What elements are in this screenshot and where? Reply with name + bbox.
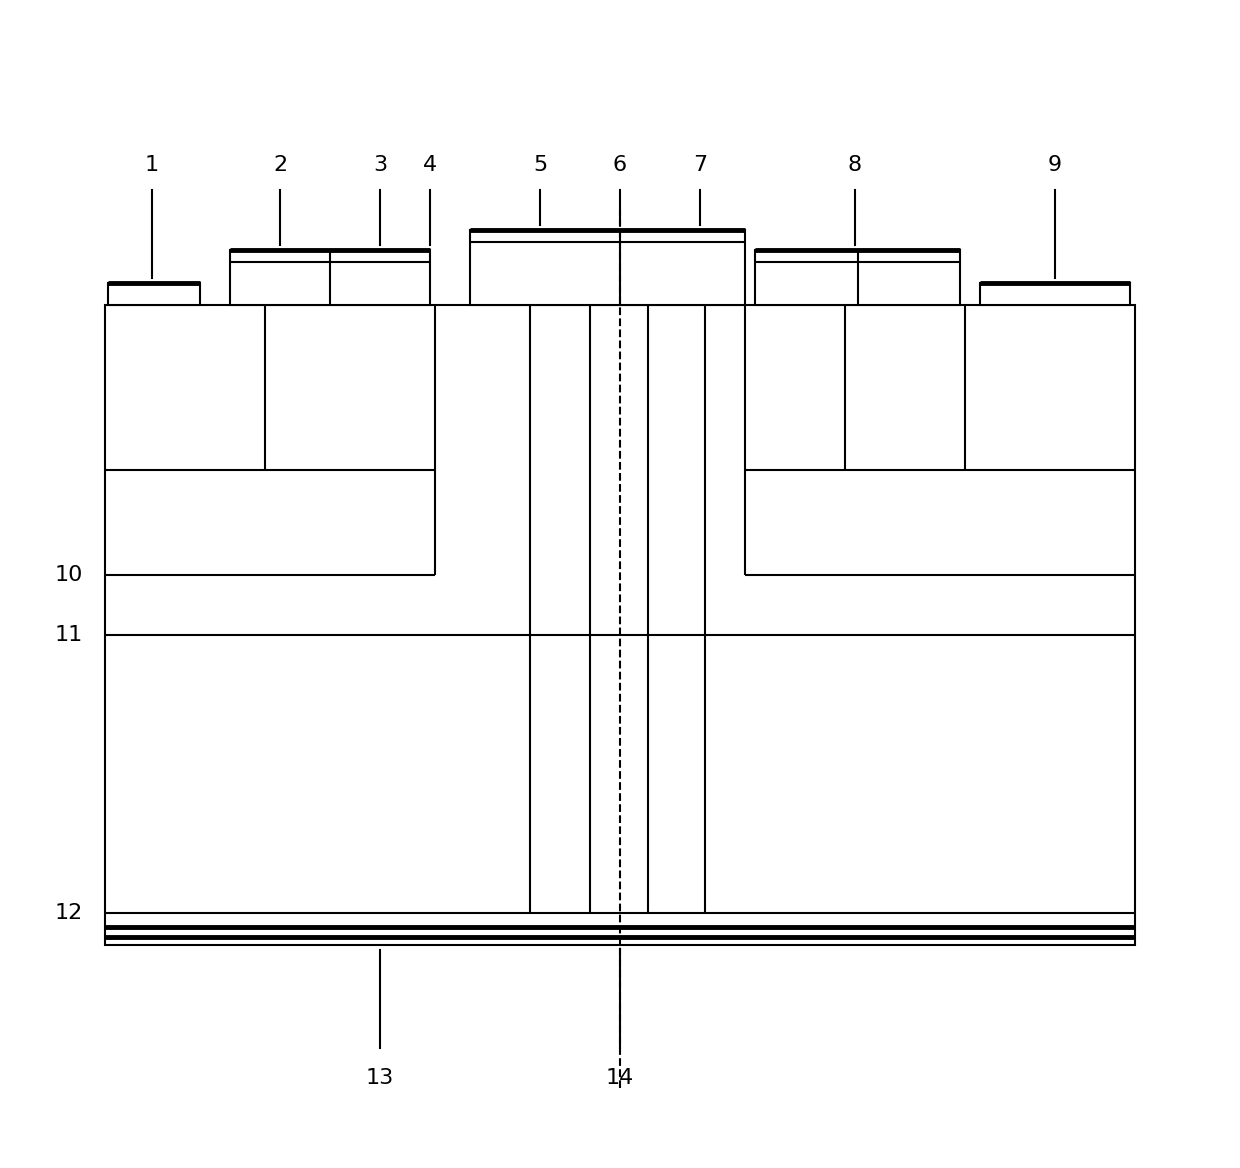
Text: 3: 3 (373, 155, 387, 175)
Text: 14: 14 (606, 1068, 634, 1089)
Text: 11: 11 (55, 625, 83, 645)
Text: 5: 5 (533, 155, 547, 175)
Text: 10: 10 (55, 565, 83, 585)
Text: 2: 2 (273, 155, 288, 175)
Text: 7: 7 (693, 155, 707, 175)
Bar (755, 250, 960, 305)
Bar (108, 283, 200, 305)
Text: 12: 12 (55, 903, 83, 923)
Text: 13: 13 (366, 1068, 394, 1089)
Bar (980, 283, 1130, 305)
Text: 6: 6 (613, 155, 627, 175)
Bar (229, 250, 430, 305)
Text: 9: 9 (1048, 155, 1063, 175)
Text: 4: 4 (423, 155, 436, 175)
Bar (470, 230, 745, 305)
Bar (105, 305, 1135, 945)
Text: 8: 8 (848, 155, 862, 175)
Text: 1: 1 (145, 155, 159, 175)
